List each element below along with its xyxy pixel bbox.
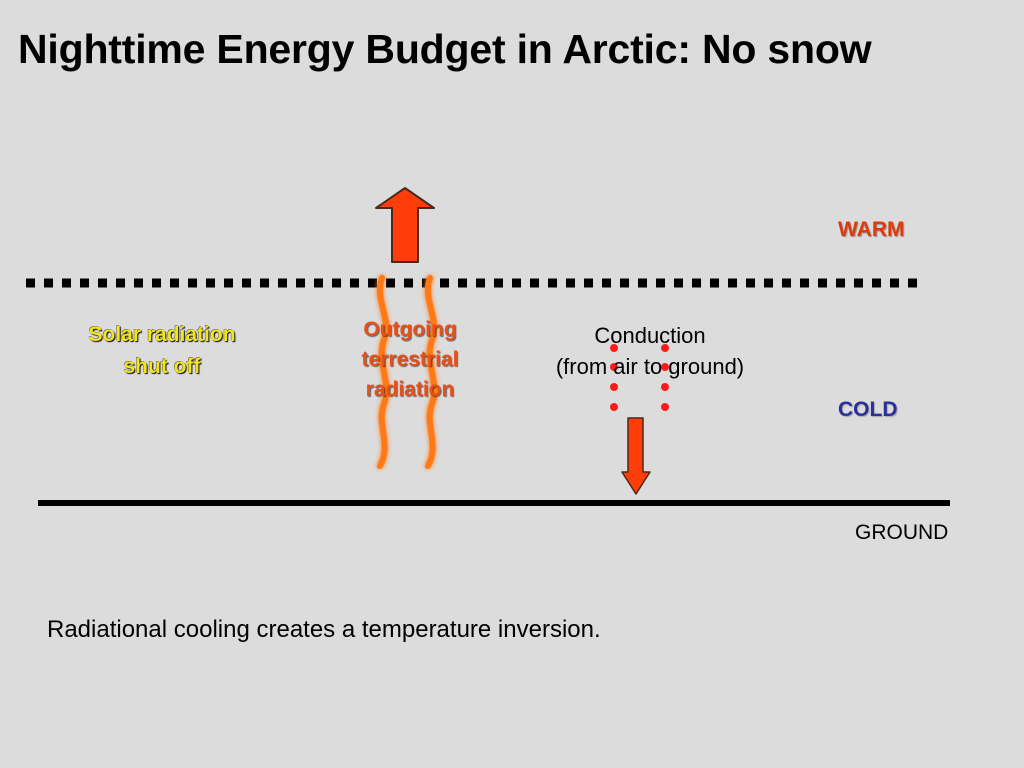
conduction-label-line2: (from air to ground) bbox=[555, 354, 745, 379]
up-arrow-icon bbox=[375, 187, 435, 263]
conduction-label-line1: Conduction bbox=[594, 323, 706, 348]
solar-label-line2: shut off bbox=[123, 355, 201, 378]
conduction-label: Conduction (from air to ground) bbox=[525, 320, 775, 382]
solar-radiation-label: Solar radiation shut off bbox=[62, 319, 262, 383]
heat-wave-icon bbox=[376, 275, 438, 469]
cold-label: COLD bbox=[838, 398, 898, 421]
solar-label-line1: Solar radiation bbox=[88, 323, 236, 346]
outgoing-label-line3: radiation bbox=[365, 378, 455, 401]
heat-wave-left bbox=[376, 275, 390, 469]
down-arrow-icon bbox=[621, 417, 651, 495]
outgoing-label-line2: terrestrial bbox=[361, 348, 459, 371]
caption-text: Radiational cooling creates a temperatur… bbox=[47, 616, 601, 643]
ground-label: GROUND bbox=[855, 521, 949, 544]
conduction-dots bbox=[610, 344, 669, 411]
outgoing-label-line1: Outgoing bbox=[363, 318, 457, 341]
slide-title: Nighttime Energy Budget in Arctic: No sn… bbox=[18, 26, 872, 72]
heat-wave-right bbox=[424, 275, 438, 469]
warm-label: WARM bbox=[838, 218, 905, 241]
outgoing-radiation-label: Outgoing terrestrial radiation bbox=[340, 315, 480, 405]
